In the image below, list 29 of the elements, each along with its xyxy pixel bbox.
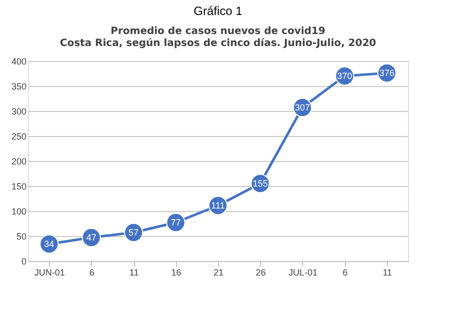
x-tick-label: 26 [256,268,266,278]
data-label: 155 [252,178,268,188]
x-tick-label: 6 [89,268,94,278]
x-tick-label: JUN-01 [34,268,65,278]
y-tick-label: 50 [16,232,26,242]
y-tick-label: 300 [11,106,26,116]
x-tick-label: 6 [342,268,348,278]
data-label: 47 [86,232,96,242]
data-label: 77 [170,218,181,228]
x-tick-label: 11 [129,268,139,278]
chart-subtitle: Promedio de casos nuevos de covid19 Costa Rica, según lapsos de cinco días. Junio-Julio, 2020 [60,26,376,49]
y-tick-label: 100 [11,206,26,216]
y-tick-label: 250 [11,132,26,142]
y-tick-label: 150 [11,182,26,192]
y-tick-label: 200 [11,156,26,166]
x-tick-label: 11 [382,268,392,278]
data-label: 307 [294,102,310,112]
x-tick-label: JUL-01 [288,268,318,278]
data-label: 57 [128,228,139,238]
y-tick-label: 0 [21,256,26,266]
x-tick-label: 21 [213,268,224,278]
y-tick-label: 350 [11,82,26,92]
x-tick-label: 16 [171,268,182,278]
data-label: 370 [337,71,352,81]
data-label: 376 [379,68,394,78]
data-label: 34 [44,239,54,249]
data-label: 111 [211,200,225,210]
chart-title: Gráfico 1 [194,4,243,18]
y-tick-label: 400 [11,56,26,66]
